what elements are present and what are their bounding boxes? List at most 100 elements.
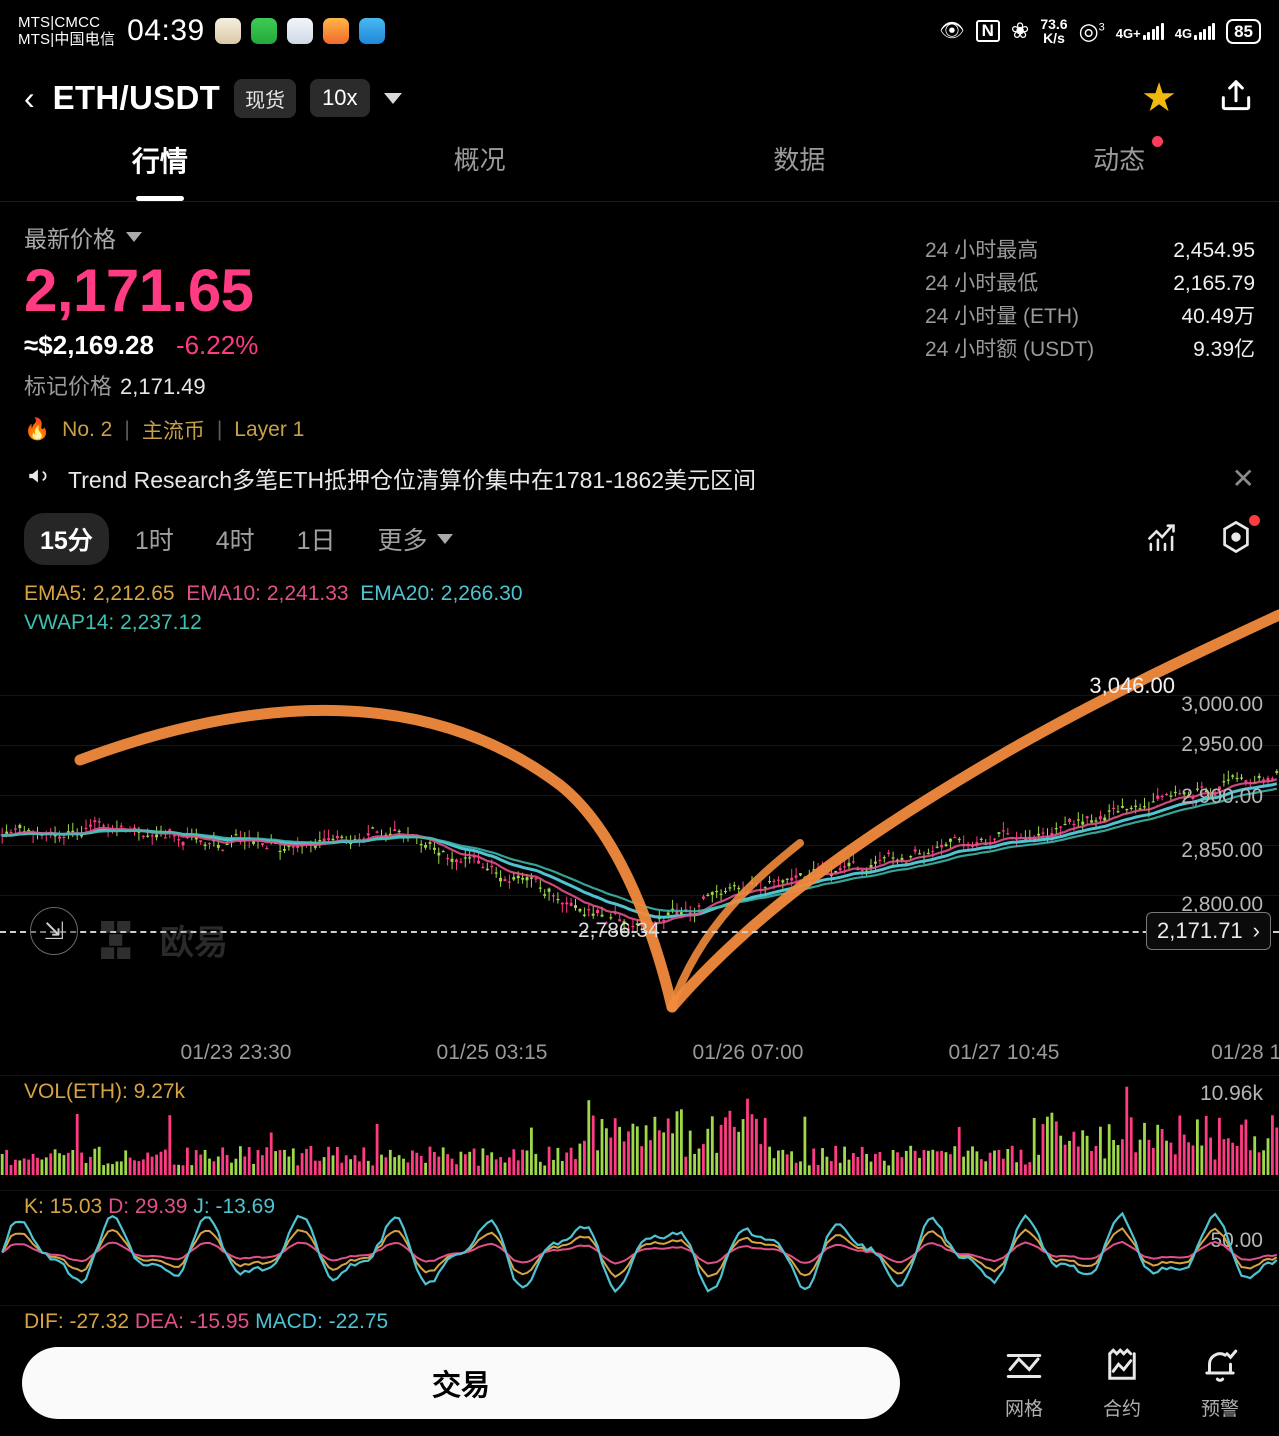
updates-badge-dot: [1152, 136, 1164, 147]
signal-2: 4G: [1174, 22, 1216, 41]
bluetooth-icon: ❀: [1010, 18, 1030, 43]
x-tick-4: 01/28 14: [1211, 1041, 1279, 1064]
last-price: 2,171.65: [24, 257, 254, 324]
ema10-value: 2,241.33: [266, 582, 349, 605]
vwap14-value: 2,237.12: [120, 611, 202, 634]
y-tick-2850: 2,850.00: [1181, 839, 1263, 862]
timeframe-1d[interactable]: 1日: [296, 527, 336, 555]
ema20-value: 2,266.30: [440, 582, 523, 605]
chart-settings-icon[interactable]: [1217, 514, 1260, 561]
ema20-legend: EMA20: 2,266.30: [354, 582, 523, 605]
caret-down-icon[interactable]: [126, 232, 142, 242]
vwap-legend-row: VWAP14: 2,237.12: [24, 608, 523, 637]
fire-icon: 🔥: [24, 418, 51, 441]
signal-2-label: 4G: [1174, 26, 1193, 41]
announcement-banner[interactable]: Trend Research多笔ETH抵押仓位清算价集中在1781-1862美元…: [0, 451, 1279, 509]
timeframe-15m[interactable]: 15分: [24, 513, 109, 565]
qq-icon: [286, 18, 313, 44]
nav-alert[interactable]: 预警: [1199, 1345, 1241, 1421]
nav-grid[interactable]: 网格: [1003, 1345, 1045, 1421]
close-icon[interactable]: ✕: [1231, 462, 1255, 494]
tag-layer1[interactable]: Layer 1: [234, 418, 305, 441]
expand-icon[interactable]: ⇲: [30, 907, 78, 955]
mark-price-label: 标记价格: [24, 374, 113, 399]
carrier-label: MTS|CMCC MTS|中国电信: [18, 14, 115, 48]
price-summary: 最新价格 2,171.65 ≈$2,169.28 -6.22% 标记价格 2,17…: [0, 202, 1279, 451]
share-icon[interactable]: [1217, 77, 1255, 120]
annotation-curve-right: [666, 609, 1279, 1013]
tab-overview[interactable]: 概况: [320, 134, 640, 201]
timeframe-1h[interactable]: 1时: [134, 527, 174, 555]
table-row: 24 小时额 (USDT) 9.39亿: [925, 333, 1255, 366]
tag-separator: |: [124, 418, 130, 441]
x-tick-1: 01/25 03:15: [436, 1041, 548, 1064]
last-price-badge[interactable]: 2,171.71 ›: [1146, 912, 1271, 950]
tab-data-label: 数据: [773, 145, 826, 175]
alert-bell-icon: [1205, 1349, 1238, 1382]
signal-1-label: 4G+: [1115, 26, 1141, 41]
y-tick-3000: 3,000.00: [1181, 693, 1263, 716]
mail-icon: [322, 18, 349, 44]
chevron-left-icon[interactable]: ‹: [24, 80, 35, 116]
chart-low-label: 2,786.34: [578, 919, 660, 942]
price-label-row[interactable]: 最新价格: [24, 220, 304, 254]
telegram-icon: [358, 18, 385, 44]
vwap14-legend: VWAP14: 2,237.12: [24, 611, 202, 634]
y-tick-2900: 2,900.00: [1181, 785, 1263, 808]
indicators-icon[interactable]: [1145, 520, 1185, 559]
tab-updates[interactable]: 动态: [959, 134, 1279, 201]
timeframe-4h[interactable]: 4时: [215, 527, 255, 555]
tab-overview-label: 概况: [453, 145, 506, 175]
star-icon[interactable]: ★: [1141, 76, 1177, 120]
gridline: [0, 795, 1279, 796]
table-row: 24 小时最高 2,454.95: [925, 234, 1255, 267]
app-header: ‹ ETH/USDT 现货 10x ★: [0, 62, 1279, 134]
nav-contract[interactable]: 合约: [1101, 1345, 1143, 1421]
macd-legend: DIF: -27.32 DEA: -15.95 MACD: -22.75: [24, 1310, 388, 1334]
signal-2-bars: [1194, 22, 1216, 40]
tab-updates-label: 动态: [1093, 145, 1146, 175]
leverage-badge[interactable]: 10x: [310, 79, 370, 117]
tag-mainstream[interactable]: 主流币: [141, 420, 205, 443]
volume-pane[interactable]: VOL(ETH): 9.27k 10.96k: [0, 1075, 1279, 1190]
price-chart[interactable]: EMA5: 2,212.65 EMA10: 2,241.33 EMA20: 2,…: [0, 575, 1279, 1035]
nav-alert-label: 预警: [1200, 1399, 1239, 1420]
kdj-series: [1, 1211, 1278, 1294]
rank-tag[interactable]: No. 2: [62, 418, 113, 441]
candlestick-series: [0, 609, 1279, 1013]
signal-1: 4G+: [1116, 22, 1164, 40]
notification-app-icons: [214, 18, 385, 44]
megaphone-icon: [24, 463, 54, 494]
kdj-pane[interactable]: K: 15.03 D: 29.39 J: -13.69 50.00: [0, 1190, 1279, 1305]
stat-label: 24 小时量 (ETH): [925, 305, 1080, 328]
nav-grid-label: 网格: [1004, 1399, 1043, 1420]
announcement-text: Trend Research多笔ETH抵押仓位清算价集中在1781-1862美元…: [68, 467, 757, 493]
gridline: [0, 745, 1279, 746]
chart-tools: [1145, 514, 1260, 561]
x-tick-0: 01/23 23:30: [180, 1041, 292, 1064]
market-type-badge[interactable]: 现货: [234, 78, 297, 118]
stat-label: 24 小时最低: [925, 272, 1039, 295]
carrier-line-2: MTS|中国电信: [18, 31, 116, 48]
caret-down-icon[interactable]: [383, 92, 402, 104]
hotspot-icon: ◎3: [1078, 17, 1105, 44]
usd-approx-price: ≈$2,169.28: [24, 330, 154, 360]
status-right-cluster: 👁 N ❀ 73.6 K/s ◎3 4G+ 4G 85: [939, 17, 1261, 45]
price-block: 最新价格 2,171.65 ≈$2,169.28 -6.22% 标记价格 2,17…: [24, 220, 304, 445]
kdj-d-value: D: 29.39: [108, 1195, 188, 1218]
timeframe-more[interactable]: 更多: [362, 513, 469, 565]
tab-market[interactable]: 行情: [0, 134, 320, 201]
last-price-badge-value: 2,171.71: [1157, 918, 1243, 943]
grid-chart-icon: [1006, 1354, 1042, 1378]
volume-bars: [0, 1086, 1279, 1175]
tab-data[interactable]: 数据: [640, 134, 960, 201]
okx-watermark: 欧易: [100, 915, 228, 964]
timeframe-more-label: 更多: [377, 527, 428, 555]
volume-legend: VOL(ETH): 9.27k: [24, 1080, 186, 1103]
trade-button[interactable]: 交易: [22, 1347, 900, 1419]
annotation-curve-left: [74, 704, 678, 1013]
change-percent: -6.22%: [175, 330, 259, 360]
network-speed: 73.6 K/s: [1040, 17, 1067, 45]
kdj-legend: K: 15.03 D: 29.39 J: -13.69: [24, 1195, 275, 1219]
last-price-line: [0, 931, 1279, 933]
